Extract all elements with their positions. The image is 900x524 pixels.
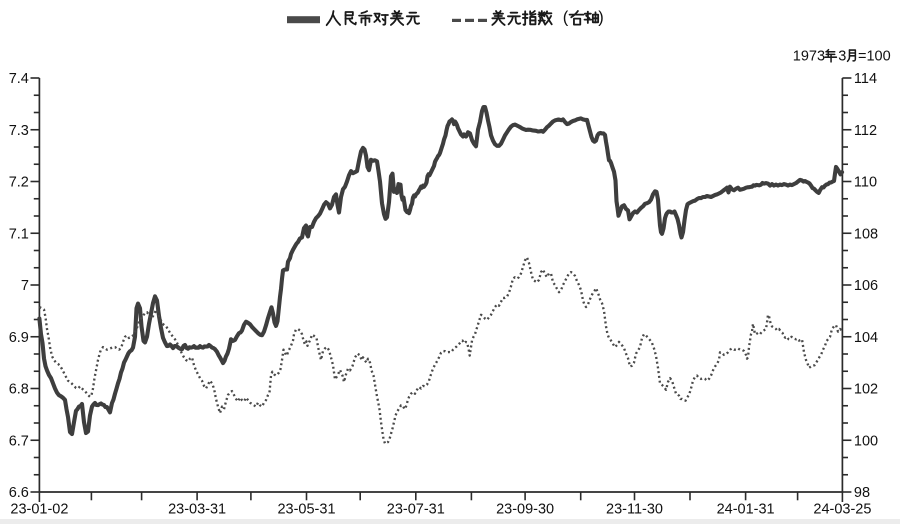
svg-text:3: 3 <box>838 49 846 65</box>
svg-text:23-11-30: 23-11-30 <box>606 502 663 518</box>
svg-text:114: 114 <box>854 71 877 87</box>
svg-text:7.2: 7.2 <box>9 175 29 191</box>
svg-text:6.9: 6.9 <box>9 330 29 346</box>
svg-text:6.8: 6.8 <box>9 382 29 398</box>
svg-text:7.1: 7.1 <box>9 226 29 242</box>
svg-text:112: 112 <box>854 123 877 139</box>
svg-text:23-01-02: 23-01-02 <box>10 502 68 518</box>
svg-text:6.7: 6.7 <box>9 433 29 449</box>
svg-text:104: 104 <box>854 330 878 346</box>
svg-text:6.6: 6.6 <box>9 485 29 501</box>
svg-text:100: 100 <box>854 433 878 449</box>
svg-text:98: 98 <box>854 485 870 501</box>
svg-text:7: 7 <box>21 278 29 294</box>
svg-text:23-09-30: 23-09-30 <box>496 502 554 518</box>
svg-text:106: 106 <box>854 278 878 294</box>
svg-text:): ) <box>598 8 604 26</box>
svg-text:7.3: 7.3 <box>9 123 29 139</box>
svg-text:(: ( <box>563 8 569 26</box>
svg-text:24-03-25: 24-03-25 <box>813 502 871 518</box>
svg-text:24-01-31: 24-01-31 <box>717 502 775 518</box>
svg-text:110: 110 <box>854 175 877 191</box>
svg-text:23-05-31: 23-05-31 <box>277 502 335 518</box>
svg-text:=100: =100 <box>858 49 891 65</box>
svg-text:23-07-31: 23-07-31 <box>387 502 445 518</box>
svg-text:7.4: 7.4 <box>9 71 29 87</box>
svg-text:102: 102 <box>854 382 878 398</box>
svg-text:108: 108 <box>854 226 878 242</box>
svg-text:1973: 1973 <box>793 49 825 65</box>
svg-text:23-03-31: 23-03-31 <box>168 502 226 518</box>
